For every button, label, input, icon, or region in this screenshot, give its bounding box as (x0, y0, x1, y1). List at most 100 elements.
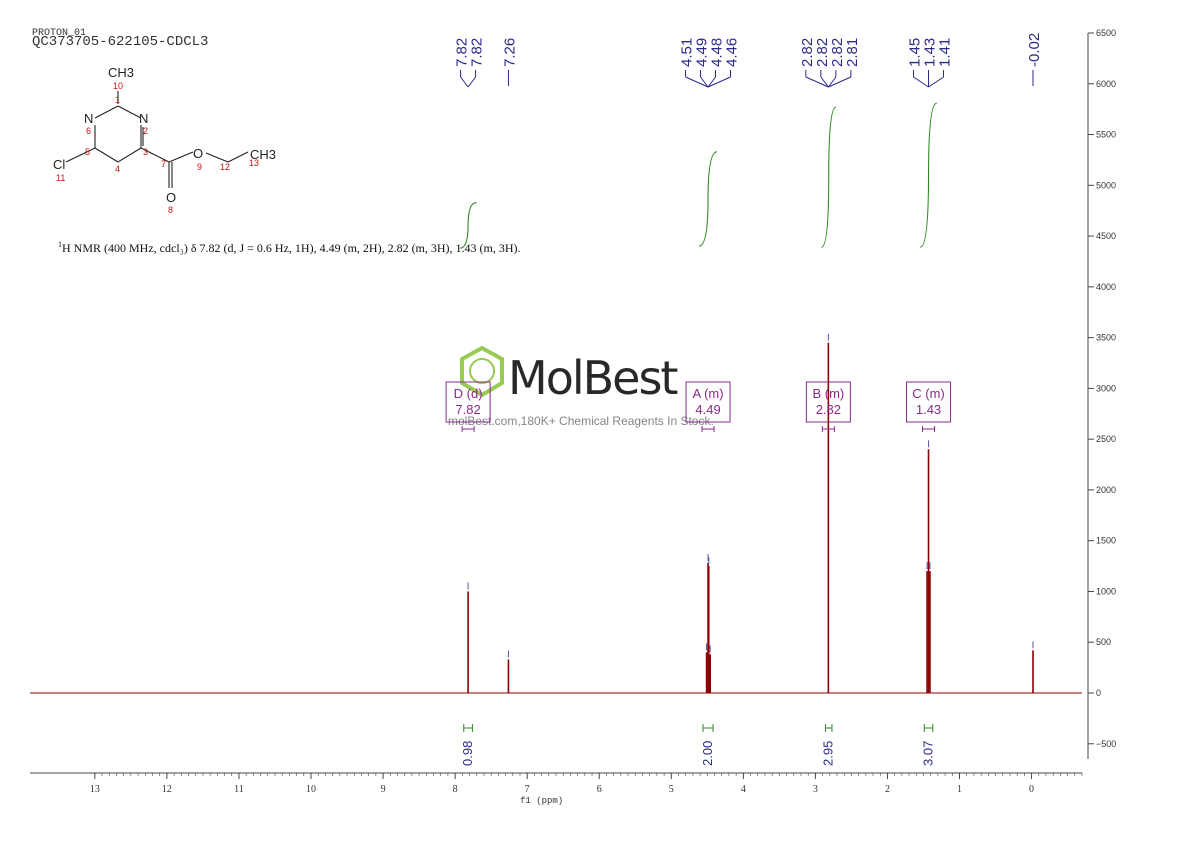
peak-shift-label: 4.51 (679, 38, 696, 67)
multiplet-boxes: D (d)7.82 A (m)4.49 B (m)2.82 C (m)1.43 (445, 381, 952, 432)
atom-index: 4 (115, 164, 120, 174)
integral-value: 2.95 (821, 741, 836, 766)
y-tick-label: 0 (1096, 688, 1101, 698)
x-tick-label: 6 (597, 784, 602, 795)
y-tick-label: 1000 (1096, 586, 1116, 596)
multiplet-shift: 7.82 (455, 402, 480, 417)
x-tick-label: 13 (90, 784, 100, 795)
y-tick-label: 3500 (1096, 333, 1116, 343)
peak-labels: 7.827.82 7.26 4.514.494.484.46 2.822.822.82… (454, 33, 1043, 88)
atom-index: 9 (197, 162, 202, 172)
y-tick-label: 5500 (1096, 130, 1116, 140)
peak-shift-label: 4.46 (724, 38, 741, 67)
x-tick-label: 4 (741, 784, 746, 795)
integrals: 0.98 2.00 2.95 3.07 (459, 102, 938, 766)
y-tick-label: 6000 (1096, 79, 1116, 89)
y-tick-label: 1500 (1096, 536, 1116, 546)
structure-atom: N (139, 111, 148, 126)
peak-connector (707, 76, 716, 88)
peak-connector (685, 76, 709, 88)
x-tick-label: 8 (453, 784, 458, 795)
peak-shift-label: 4.49 (694, 38, 711, 67)
y-tick-label: 4500 (1096, 231, 1116, 241)
x-axis-label: f1 (ppm) (520, 796, 564, 806)
peak-connector (913, 76, 929, 88)
atom-index: 6 (86, 126, 91, 136)
x-tick-label: 12 (162, 784, 172, 795)
axes: 13 12 11 10 9 8 7 6 5 4 3 2 1 06500600055005000450040… (30, 28, 1116, 795)
x-tick-label: 3 (813, 784, 818, 795)
peak-shift-label: 2.81 (844, 38, 861, 67)
integral-curve (919, 102, 938, 248)
peak-shift-label: 7.82 (454, 38, 471, 67)
multiplet-box (685, 381, 731, 423)
peak-shift-label: 7.82 (469, 38, 486, 67)
integral-value: 3.07 (921, 741, 936, 766)
peak-shift-label: 2.82 (799, 38, 816, 67)
multiplet-name: C (m) (912, 386, 945, 401)
multiplet-shift: 4.49 (695, 402, 720, 417)
peak-connector (928, 76, 944, 88)
structure-atom: N (84, 111, 93, 126)
nmr-superscript: 1 (58, 240, 62, 249)
atom-index: 2 (143, 126, 148, 136)
multiplet-name: B (m) (812, 386, 844, 401)
structure-atom: CH3 (250, 147, 276, 162)
watermark-tagline: molBest.com,180K+ Chemical Reagents In S… (448, 414, 714, 428)
y-tick-label: 4000 (1096, 282, 1116, 292)
structure-atom: Cl (53, 157, 65, 172)
integral-curve (821, 106, 837, 248)
watermark-brand: MolBest (508, 351, 677, 405)
peak-shift-label: -0.02 (1026, 33, 1043, 67)
peak-connector (820, 76, 829, 88)
nmr-summary: 1H NMR (400 MHz, cdcl₃) δ 7.82 (d, J = 0… (58, 240, 521, 256)
molecule-structure (65, 91, 249, 188)
x-tick-label: 11 (234, 784, 244, 795)
atom-index: 1 (115, 95, 120, 105)
integral-value: 0.98 (460, 741, 475, 766)
y-tick-label: −500 (1096, 739, 1116, 749)
peak-shift-label: 1.45 (907, 38, 924, 67)
multiplet-box (445, 381, 491, 423)
atom-index: 10 (113, 81, 123, 91)
experiment-name: PROTON_01 (32, 28, 87, 39)
peak-connector (805, 76, 829, 88)
multiplet-shift: 1.43 (916, 402, 941, 417)
integral-curve (698, 151, 718, 247)
multiplet-box (805, 381, 851, 423)
x-tick-label: 5 (669, 784, 674, 795)
y-tick-label: 5000 (1096, 180, 1116, 190)
structure-atom: O (193, 146, 203, 161)
sample-name: QC373705-622105-CDCL3 (32, 34, 209, 50)
y-tick-label: 500 (1096, 637, 1111, 647)
atom-index: 8 (168, 205, 173, 215)
atom-index: 7 (161, 159, 166, 169)
peak-connector (700, 76, 709, 88)
multiplet-name: D (d) (454, 386, 483, 401)
x-tick-label: 2 (885, 784, 890, 795)
x-tick-label: 10 (306, 784, 316, 795)
y-tick-label: 2500 (1096, 434, 1116, 444)
peak-connector (828, 76, 852, 88)
atom-index: 3 (143, 147, 148, 157)
peak-shift-label: 7.26 (501, 38, 518, 67)
atom-index: 12 (220, 162, 230, 172)
atom-index: 11 (56, 173, 65, 183)
molbest-watermark: MolBest molBest.com,180K+ Chemical Reage… (448, 345, 714, 428)
peak-connector (460, 76, 469, 88)
peak-connector (467, 76, 476, 88)
multiplet-box (906, 381, 952, 423)
nmr-summary-text: H NMR (400 MHz, cdcl₃) δ 7.82 (d, J = 0.… (62, 241, 521, 255)
peak-shift-label: 1.41 (937, 38, 954, 67)
x-tick-label: 7 (525, 784, 530, 795)
peak-connector (707, 76, 731, 88)
peak-shift-label: 2.82 (814, 38, 831, 67)
x-tick-label: 9 (381, 784, 386, 795)
spectrum (30, 333, 1082, 694)
y-tick-label: 2000 (1096, 485, 1116, 495)
structure-atom: O (166, 190, 176, 205)
multiplet-name: A (m) (693, 386, 724, 401)
x-tick-label: 1 (957, 784, 962, 795)
